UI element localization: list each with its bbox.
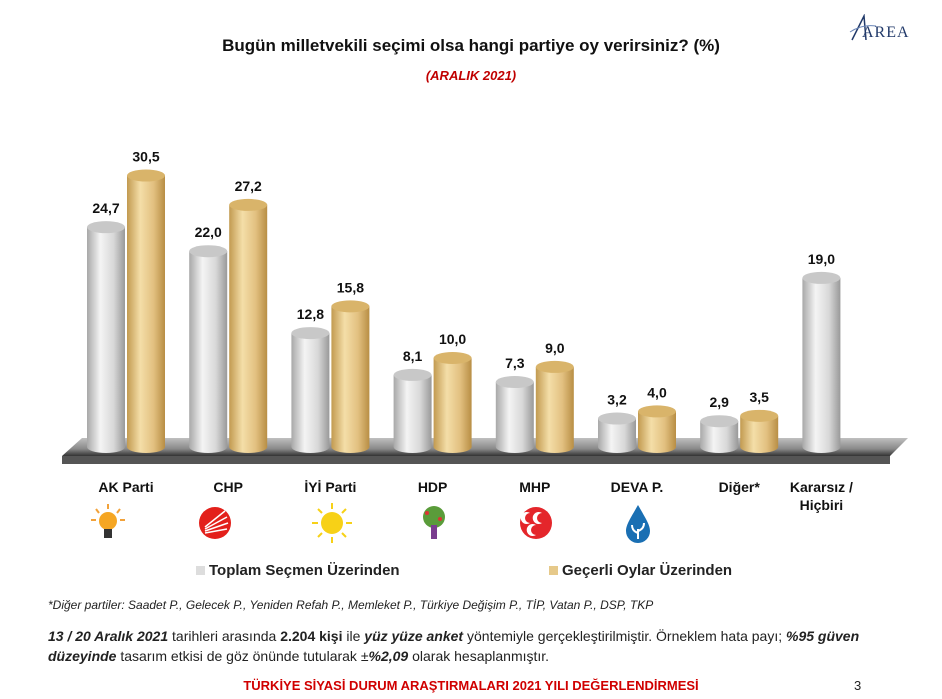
methodology-text: 13 / 20 Aralık 2021 tarihleri arasında 2… [48, 628, 860, 664]
iyi-sun-icon [312, 503, 352, 543]
footnote: *Diğer partiler: Saadet P., Gelecek P., … [48, 598, 654, 612]
data-label: 22,0 [195, 224, 222, 240]
chart-floor [62, 438, 908, 456]
bar-gecerli-1 [229, 198, 268, 453]
category-label: HDP [417, 479, 448, 495]
data-label: 3,2 [607, 392, 627, 408]
bar-toplam-4 [495, 376, 534, 453]
data-label: 12,8 [297, 306, 324, 322]
data-label: 9,0 [545, 340, 565, 356]
bar-gecerli-0 [127, 169, 165, 453]
category-label: CHP [213, 479, 243, 495]
area-logo: AREA [848, 13, 918, 44]
ak-parti-bulb-icon [88, 503, 128, 543]
bar-gecerli-2 [331, 300, 370, 453]
category-label: MHP [519, 479, 551, 495]
bar-gecerli-5 [638, 405, 676, 453]
bar-gecerli-4 [535, 360, 574, 453]
chart-subtitle: (ARALIK 2021) [425, 68, 517, 83]
data-label: 19,0 [808, 251, 835, 267]
page-number: 3 [854, 678, 862, 693]
bar-toplam-1 [189, 245, 228, 453]
data-label: 8,1 [403, 348, 423, 364]
category-label: İYİ Parti [304, 479, 357, 495]
bar-toplam-5 [598, 412, 636, 453]
category-label: AK Parti [98, 479, 154, 495]
chart-floor-edge [62, 456, 890, 464]
data-label: 27,2 [235, 178, 262, 194]
chart-area: 24,7 30,5 22,0 27,2 12,8 15,8 8,1 10,0 7,3 9,0 3,2… [62, 149, 908, 464]
data-label: 3,5 [749, 389, 769, 405]
bar-toplam-2 [291, 327, 330, 453]
category-label: Diğer* [718, 479, 760, 495]
category-label: DEVA P. [610, 479, 664, 495]
deva-drop-icon [618, 503, 658, 543]
bar-toplam-0 [87, 221, 125, 453]
footer-title: TÜRKİYE SİYASİ DURUM ARAŞTIRMALARI 2021 … [243, 678, 699, 693]
bar-toplam-7 [802, 271, 841, 453]
category-label: Kararsız / Hiçbiri [789, 479, 853, 513]
chp-six-arrows-icon [195, 503, 235, 543]
data-label: 30,5 [132, 149, 159, 165]
chart-title: Bugün milletvekili seçimi olsa hangi par… [222, 36, 720, 55]
data-label: 15,8 [337, 279, 364, 295]
mhp-crescents-icon [516, 503, 556, 543]
bar-toplam-3 [393, 368, 432, 453]
data-label: 4,0 [647, 384, 667, 400]
data-label: 2,9 [709, 394, 729, 410]
hdp-tree-icon [414, 503, 454, 543]
bar-toplam-6 [700, 415, 739, 453]
data-label: 24,7 [92, 200, 119, 216]
legend-item-gecerli: Geçerli Oylar Üzerinden [549, 562, 732, 579]
bar-gecerli-3 [433, 352, 472, 453]
bar-gecerli-6 [740, 409, 779, 453]
data-label: 10,0 [439, 331, 466, 347]
data-label: 7,3 [505, 355, 525, 371]
legend-item-toplam: Toplam Seçmen Üzerinden [196, 562, 400, 579]
